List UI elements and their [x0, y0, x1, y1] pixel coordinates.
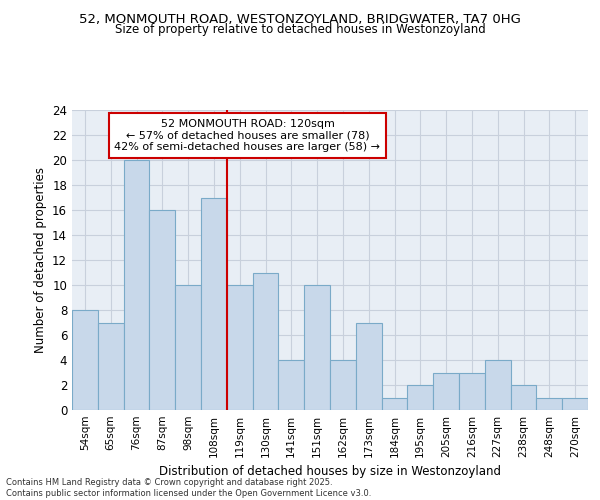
Bar [330, 360, 356, 410]
Text: Size of property relative to detached houses in Westonzoyland: Size of property relative to detached ho… [115, 22, 485, 36]
Bar [459, 372, 485, 410]
Text: 52, MONMOUTH ROAD, WESTONZOYLAND, BRIDGWATER, TA7 0HG: 52, MONMOUTH ROAD, WESTONZOYLAND, BRIDGW… [79, 12, 521, 26]
Bar [175, 285, 201, 410]
Text: 52 MONMOUTH ROAD: 120sqm
← 57% of detached houses are smaller (78)
42% of semi-d: 52 MONMOUTH ROAD: 120sqm ← 57% of detach… [115, 119, 380, 152]
Bar [536, 398, 562, 410]
Bar [562, 398, 588, 410]
Bar [98, 322, 124, 410]
Bar [356, 322, 382, 410]
Bar [511, 385, 536, 410]
Bar [149, 210, 175, 410]
Text: Contains HM Land Registry data © Crown copyright and database right 2025.
Contai: Contains HM Land Registry data © Crown c… [6, 478, 371, 498]
Bar [253, 272, 278, 410]
Bar [227, 285, 253, 410]
Bar [382, 398, 407, 410]
Bar [407, 385, 433, 410]
Bar [485, 360, 511, 410]
Y-axis label: Number of detached properties: Number of detached properties [34, 167, 47, 353]
X-axis label: Distribution of detached houses by size in Westonzoyland: Distribution of detached houses by size … [159, 466, 501, 478]
Bar [72, 310, 98, 410]
Bar [278, 360, 304, 410]
Bar [304, 285, 330, 410]
Bar [124, 160, 149, 410]
Bar [433, 372, 459, 410]
Bar [201, 198, 227, 410]
